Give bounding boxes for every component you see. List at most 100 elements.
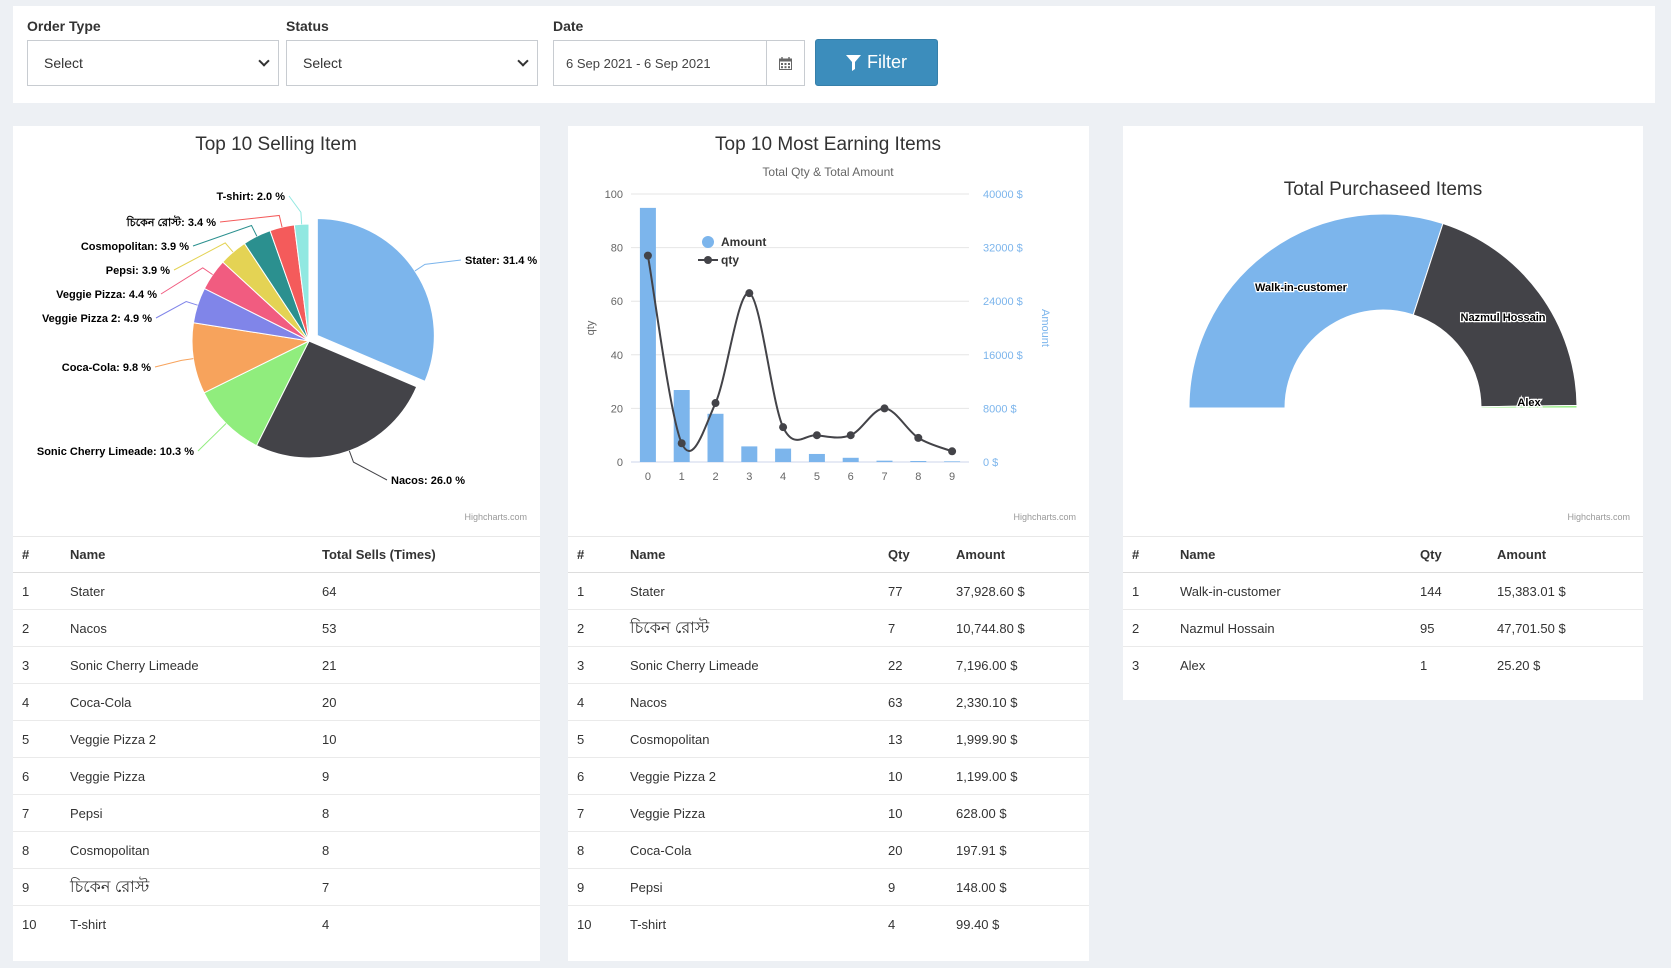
table-cell: 8 <box>13 831 61 869</box>
table-cell: 5 <box>13 720 61 758</box>
amount-bar[interactable] <box>944 461 961 462</box>
table-cell: 1 <box>1123 572 1171 610</box>
column-header: Qty <box>879 536 947 573</box>
order-type-group: Order Type Select <box>27 18 279 86</box>
highcharts-credit: Highcharts.com <box>464 512 527 522</box>
amount-bar[interactable] <box>639 207 656 462</box>
table-cell: Coca-Cola <box>621 831 879 869</box>
amount-bar[interactable] <box>707 413 724 462</box>
y-left-tick-label: 80 <box>611 243 623 255</box>
table-cell: Cosmopolitan <box>61 831 313 869</box>
status-select[interactable]: Select <box>286 40 538 86</box>
qty-point[interactable] <box>745 289 754 298</box>
pie-slice[interactable] <box>293 223 310 342</box>
table-row: 2 চিকেন রোস্ট 7 10,744.80 $ <box>568 609 1089 647</box>
y-right-tick-label: 0 $ <box>983 457 998 469</box>
qty-point[interactable] <box>779 423 788 432</box>
table-cell: Coca-Cola <box>61 683 313 721</box>
table-row: 2 Nazmul Hossain 95 47,701.50 $ <box>1123 609 1643 647</box>
donut-data-label: Nazmul Hossain <box>1461 312 1546 324</box>
purchased-chart-title: Total Purchaseed Items <box>1284 179 1483 200</box>
qty-point[interactable] <box>812 431 821 440</box>
y-left-axis-title: qty <box>585 320 597 335</box>
table-cell: 4 <box>888 916 896 932</box>
column-header: # <box>568 536 621 573</box>
table-cell: 3 <box>568 646 621 684</box>
pie-connector <box>173 242 234 271</box>
donut-slice[interactable] <box>1480 404 1578 409</box>
pie-data-label: Sonic Cherry Limeade: 10.3 % <box>37 446 194 458</box>
qty-point[interactable] <box>711 399 720 408</box>
legend-qty-label[interactable]: qty <box>721 253 739 267</box>
selling-table: # Name Total Sells (Times) 1 Stater 64 2 Nacos… <box>13 536 540 943</box>
table-cell: Walk-in-customer <box>1171 572 1411 610</box>
x-tick-label: 0 <box>645 471 651 483</box>
amount-bar[interactable] <box>876 460 893 462</box>
table-cell: 37,928.60 $ <box>947 572 1089 610</box>
amount-bar[interactable] <box>775 448 792 462</box>
earning-combo-chart: Top 10 Most Earning Items Total Qty & To… <box>585 134 1076 522</box>
qty-point[interactable] <box>914 433 923 442</box>
column-header: Qty <box>1411 536 1488 573</box>
pie-connector <box>348 450 388 481</box>
calendar-button[interactable] <box>767 40 805 86</box>
y-left-tick-label: 20 <box>611 403 623 415</box>
table-cell: 9 <box>568 868 621 906</box>
amount-bar[interactable] <box>910 461 927 462</box>
table-cell: Veggie Pizza 2 <box>61 720 313 758</box>
table-cell: 8 <box>313 794 540 832</box>
filter-bar: Order Type Select Status Select Date 6 S… <box>13 6 1655 103</box>
table-cell: 77 <box>879 572 947 610</box>
table-row: 1 Walk-in-customer 144 15,383.01 $ <box>1123 572 1643 610</box>
pie-connector <box>160 267 213 295</box>
status-group: Status Select <box>286 18 538 86</box>
y-right-tick-label: 16000 $ <box>983 350 1023 362</box>
y-right-tick-label: 8000 $ <box>983 403 1017 415</box>
qty-point[interactable] <box>880 404 889 413</box>
amount-bar[interactable] <box>808 453 825 462</box>
table-cell: 10 <box>577 916 592 932</box>
table-row: 3 Sonic Cherry Limeade 21 <box>13 646 540 684</box>
column-header: # <box>1123 536 1171 573</box>
earning-table: # Name Qty Amount 1 Stater 77 37,928.60 $2 চিকে… <box>568 536 1089 943</box>
donut-slice[interactable] <box>1188 213 1444 409</box>
donut-data-label: Alex <box>1517 397 1541 409</box>
amount-bar[interactable] <box>673 390 690 462</box>
table-cell: 10 <box>879 794 947 832</box>
donut-slice[interactable] <box>1412 222 1578 408</box>
column-header: Total Sells (Times) <box>313 536 540 573</box>
qty-point[interactable] <box>643 251 652 260</box>
table-row: 10 T-shirt 4 <box>13 906 540 943</box>
order-type-select[interactable]: Select <box>27 40 279 86</box>
table-cell: Alex <box>1180 657 1206 673</box>
legend-amount-label[interactable]: Amount <box>721 235 766 249</box>
table-row: 7 Veggie Pizza 10 628.00 $ <box>568 794 1089 832</box>
table-row: 9 Pepsi 9 148.00 $ <box>568 868 1089 906</box>
table-cell: 1 <box>1420 657 1428 673</box>
table-row: 1 Stater 64 <box>13 572 540 610</box>
selling-card: Top 10 Selling Item Stater: 31.4 % Nacos:… <box>13 126 540 961</box>
table-cell: 5 <box>568 720 621 758</box>
qty-point[interactable] <box>846 431 855 440</box>
table-cell: 2 <box>13 609 61 647</box>
date-range-input[interactable]: 6 Sep 2021 - 6 Sep 2021 <box>553 40 767 86</box>
amount-bar[interactable] <box>741 446 758 462</box>
table-cell: 148.00 $ <box>947 868 1089 906</box>
pie-slice[interactable] <box>255 340 418 459</box>
pie-slice[interactable] <box>203 339 311 447</box>
table-cell: 10,744.80 $ <box>947 609 1089 647</box>
qty-point[interactable] <box>677 439 686 448</box>
y-right-axis-title: Amount <box>1039 309 1051 347</box>
amount-bar[interactable] <box>842 457 859 462</box>
qty-line <box>646 255 953 453</box>
y-left-tick-label: 60 <box>611 296 623 308</box>
table-row: 9 চিকেন রোস্ট 7 <box>13 868 540 906</box>
filter-button[interactable]: Filter <box>815 39 938 86</box>
order-type-label: Order Type <box>27 18 101 34</box>
table-cell: Pepsi <box>621 868 879 906</box>
table-cell: Cosmopolitan <box>621 720 879 758</box>
table-cell: 10 <box>22 916 37 932</box>
date-group: Date 6 Sep 2021 - 6 Sep 2021 <box>553 18 805 86</box>
table-cell: 1,199.00 $ <box>947 757 1089 795</box>
qty-point[interactable] <box>948 447 957 456</box>
